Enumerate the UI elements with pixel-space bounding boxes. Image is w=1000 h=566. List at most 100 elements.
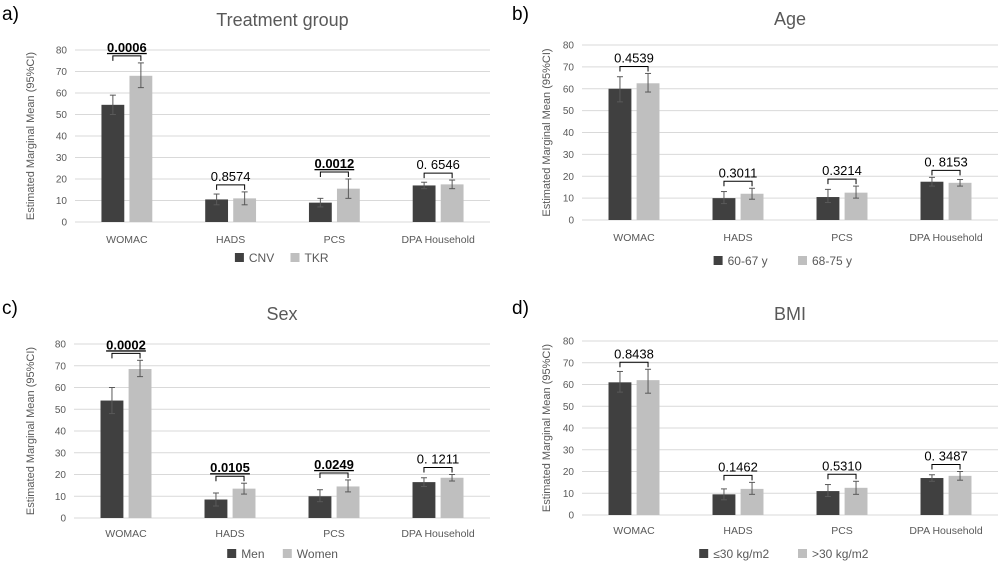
p-value-label: 0.0105 bbox=[210, 460, 250, 475]
bar-series1 bbox=[920, 181, 944, 220]
legend-label: TKR bbox=[305, 251, 329, 265]
category-label: DPA Household bbox=[909, 232, 983, 244]
y-tick-label: 30 bbox=[563, 150, 575, 161]
legend-swatch bbox=[234, 253, 244, 262]
category-label: HADS bbox=[215, 528, 244, 540]
category-label: HADS bbox=[216, 234, 245, 246]
bar-series1 bbox=[101, 104, 125, 222]
bar-series1 bbox=[204, 499, 228, 518]
y-tick-label: 40 bbox=[563, 424, 575, 435]
bar-series1 bbox=[816, 197, 840, 220]
bar-series2 bbox=[336, 188, 360, 222]
chart-panel-2: b) Age 0 10 20 30 40 50 60 70 80 Estimated Marginal… bbox=[512, 4, 998, 268]
bar-series1 bbox=[308, 202, 332, 222]
legend-label: 60-67 y bbox=[728, 254, 768, 268]
chart-panel-4: d) BMI 0 10 20 30 40 50 60 70 80 Estimated Marginal… bbox=[512, 298, 998, 561]
category-label: WOMAC bbox=[106, 234, 148, 246]
category-label: DPA Household bbox=[401, 528, 475, 540]
panel-label: c) bbox=[2, 298, 18, 319]
bar-series1 bbox=[308, 496, 332, 518]
significance-bracket bbox=[827, 473, 857, 480]
panel-label: a) bbox=[2, 4, 19, 25]
significance-bracket bbox=[723, 474, 753, 481]
legend-swatch bbox=[282, 549, 292, 558]
legend: 60-67 y 68-75 y bbox=[713, 254, 852, 268]
y-tick-label: 40 bbox=[55, 427, 67, 438]
bar-series2 bbox=[948, 182, 972, 220]
bar-series2 bbox=[440, 184, 464, 222]
y-axis-label: Estimated Marginal Mean (95%CI) bbox=[25, 52, 37, 220]
legend: Men Women bbox=[227, 547, 338, 561]
legend-label: Men bbox=[241, 547, 264, 561]
significance-bracket bbox=[723, 180, 753, 187]
chart-title: Sex bbox=[266, 304, 297, 324]
category-label: PCS bbox=[831, 232, 853, 244]
significance-bracket bbox=[423, 172, 453, 179]
significance-bracket bbox=[216, 184, 246, 190]
bar-series1 bbox=[412, 482, 436, 518]
y-tick-label: 80 bbox=[55, 340, 67, 351]
chart-panel-1: a) Treatment group 0 10 20 30 40 50 60 70 80 Estima… bbox=[2, 4, 490, 265]
legend-swatch bbox=[798, 256, 807, 265]
y-tick-label: 80 bbox=[56, 46, 68, 57]
legend-swatch bbox=[699, 549, 709, 558]
legend-label: Women bbox=[297, 547, 338, 561]
p-value-label: 0.3011 bbox=[719, 165, 758, 180]
y-tick-label: 70 bbox=[56, 67, 68, 78]
category-label: PCS bbox=[324, 234, 346, 246]
legend-swatch bbox=[290, 253, 300, 262]
bar-series2 bbox=[440, 477, 464, 518]
legend: CNV TKR bbox=[234, 251, 329, 265]
p-value-label: 0.1462 bbox=[718, 459, 758, 474]
y-tick-label: 30 bbox=[563, 445, 575, 456]
y-tick-label: 30 bbox=[55, 448, 67, 459]
p-value-label: 0.3214 bbox=[822, 163, 862, 178]
chart-title: BMI bbox=[774, 304, 806, 324]
p-value-label: 0.5310 bbox=[822, 458, 862, 473]
bar-series2 bbox=[740, 488, 764, 515]
category-label: PCS bbox=[323, 528, 345, 540]
legend-label: ≤30 kg/m2 bbox=[713, 547, 769, 561]
y-tick-label: 20 bbox=[56, 175, 68, 186]
y-tick-label: 60 bbox=[55, 383, 67, 394]
y-tick-label: 30 bbox=[56, 153, 68, 164]
y-tick-label: 20 bbox=[563, 172, 575, 183]
legend: ≤30 kg/m2 >30 kg/m2 bbox=[699, 547, 869, 561]
bar-series2 bbox=[233, 198, 257, 222]
category-label: WOMAC bbox=[613, 232, 655, 244]
panel-label: b) bbox=[512, 4, 529, 25]
bar-series2 bbox=[232, 488, 256, 518]
y-tick-label: 20 bbox=[55, 470, 67, 481]
y-axis-label: Estimated Marginal Mean (95%CI) bbox=[541, 48, 553, 216]
p-value-label: 0. 3487 bbox=[924, 449, 967, 464]
y-tick-label: 70 bbox=[55, 361, 67, 372]
y-tick-label: 0 bbox=[568, 216, 574, 227]
y-tick-label: 60 bbox=[56, 89, 68, 100]
panel-label: d) bbox=[512, 298, 529, 319]
y-tick-label: 0 bbox=[61, 218, 67, 229]
bar-series2 bbox=[740, 193, 764, 220]
y-tick-label: 20 bbox=[563, 467, 575, 478]
y-axis-label: Estimated Marginal Mean (95%CI) bbox=[541, 344, 553, 512]
significance-bracket bbox=[112, 55, 142, 61]
y-tick-label: 80 bbox=[563, 337, 575, 348]
bar-series2 bbox=[129, 75, 153, 222]
y-tick-label: 80 bbox=[563, 41, 575, 52]
p-value-label: 0.0006 bbox=[107, 40, 147, 55]
significance-bracket bbox=[423, 467, 453, 473]
category-label: WOMAC bbox=[105, 528, 147, 540]
bar-series1 bbox=[920, 478, 944, 515]
bar-series1 bbox=[712, 198, 736, 220]
bar-series1 bbox=[205, 199, 229, 222]
category-label: WOMAC bbox=[613, 525, 655, 537]
bar-series1 bbox=[712, 494, 736, 515]
y-tick-label: 50 bbox=[56, 110, 68, 121]
chart-title: Treatment group bbox=[216, 10, 348, 30]
p-value-label: 0.0012 bbox=[314, 156, 354, 171]
bar-series1 bbox=[412, 185, 436, 222]
y-tick-label: 50 bbox=[563, 106, 575, 117]
category-label: PCS bbox=[831, 525, 853, 537]
significance-bracket bbox=[215, 475, 245, 482]
significance-bracket bbox=[619, 65, 649, 72]
